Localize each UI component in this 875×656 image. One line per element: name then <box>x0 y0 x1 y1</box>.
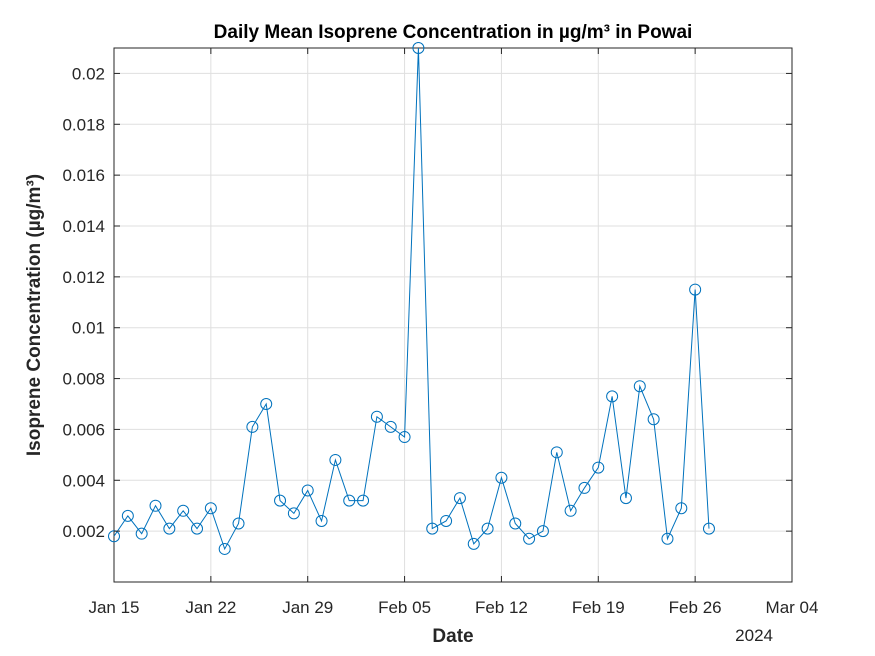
data-point-marker <box>495 471 508 484</box>
data-point-marker <box>177 504 190 517</box>
data-point-marker <box>523 532 536 545</box>
data-point-marker <box>564 504 577 517</box>
data-point-marker <box>509 517 522 530</box>
series-line <box>113 47 710 551</box>
plot-area-border <box>113 47 793 583</box>
data-point-marker <box>647 413 660 426</box>
data-point-marker <box>550 446 563 459</box>
data-point-marker <box>260 398 273 410</box>
data-point-marker <box>426 522 439 535</box>
data-point-marker <box>619 492 632 505</box>
data-point-marker <box>218 542 231 555</box>
data-point-marker <box>357 494 370 507</box>
x-tick-label: Mar 04 <box>766 598 819 617</box>
data-point-marker <box>536 525 549 538</box>
y-tick-label: 0.02 <box>72 64 105 83</box>
data-point-marker <box>633 380 646 393</box>
data-point-marker <box>578 481 591 494</box>
data-point-marker <box>481 522 494 535</box>
data-point-marker <box>287 507 300 520</box>
data-point-marker <box>453 492 466 505</box>
data-point-marker <box>274 494 287 507</box>
data-point-marker <box>661 532 674 545</box>
data-point-marker <box>329 453 342 466</box>
x-tick-label: Feb 19 <box>572 598 625 617</box>
x-tick-label: Feb 05 <box>378 598 431 617</box>
data-point-marker <box>163 522 176 535</box>
tick-labels: Jan 15 Jan 22 Jan 29 Feb 05 Feb 12 Feb 19 Feb … <box>62 48 818 617</box>
y-tick-label: 0.006 <box>62 420 105 439</box>
data-point-marker <box>301 484 314 497</box>
x-tick-label: Jan 29 <box>282 598 333 617</box>
data-point-marker <box>384 420 397 433</box>
y-tick-label: 0.002 <box>62 522 105 541</box>
x-axis-label: Date <box>432 626 473 647</box>
data-point-marker <box>370 410 383 423</box>
data-point-marker <box>232 517 245 530</box>
y-tick-label: 0.004 <box>62 471 105 490</box>
x-tick-label: Feb 26 <box>669 598 722 617</box>
data-point-marker <box>135 527 148 540</box>
data-point-marker <box>467 537 480 550</box>
y-tick-label: 0.008 <box>62 370 105 389</box>
data-point-marker <box>689 283 702 296</box>
y-tick-label: 0.012 <box>62 268 105 287</box>
data-point-marker <box>315 514 328 527</box>
data-point-marker <box>412 42 425 54</box>
y-axis-label: Isoprene Concentration (µg/m³) <box>24 174 45 456</box>
x-tick-label: Jan 15 <box>88 598 139 617</box>
chart-title: Daily Mean Isoprene Concentration in µg/… <box>214 22 693 43</box>
x-tick-label: Feb 12 <box>475 598 528 617</box>
data-point-marker <box>343 494 356 507</box>
data-point-marker <box>592 461 605 474</box>
data-point-marker <box>398 431 411 444</box>
y-tick-label: 0.018 <box>62 115 105 134</box>
data-point-marker <box>191 522 204 535</box>
data-point-marker <box>121 509 134 522</box>
data-point-marker <box>149 499 162 512</box>
data-point-marker <box>246 420 259 433</box>
y-tick-label: 0.01 <box>72 319 105 338</box>
data-point-marker <box>204 502 217 515</box>
y-tick-label: 0.016 <box>62 166 105 185</box>
data-point-marker <box>606 390 619 403</box>
data-point-marker <box>440 514 453 527</box>
x-tick-label: Jan 22 <box>185 598 236 617</box>
series-isoprene <box>108 42 715 555</box>
data-point-marker <box>702 522 715 535</box>
x-year-label: 2024 <box>735 626 773 645</box>
data-point-marker <box>675 502 688 515</box>
y-tick-label: 0.014 <box>62 217 105 236</box>
